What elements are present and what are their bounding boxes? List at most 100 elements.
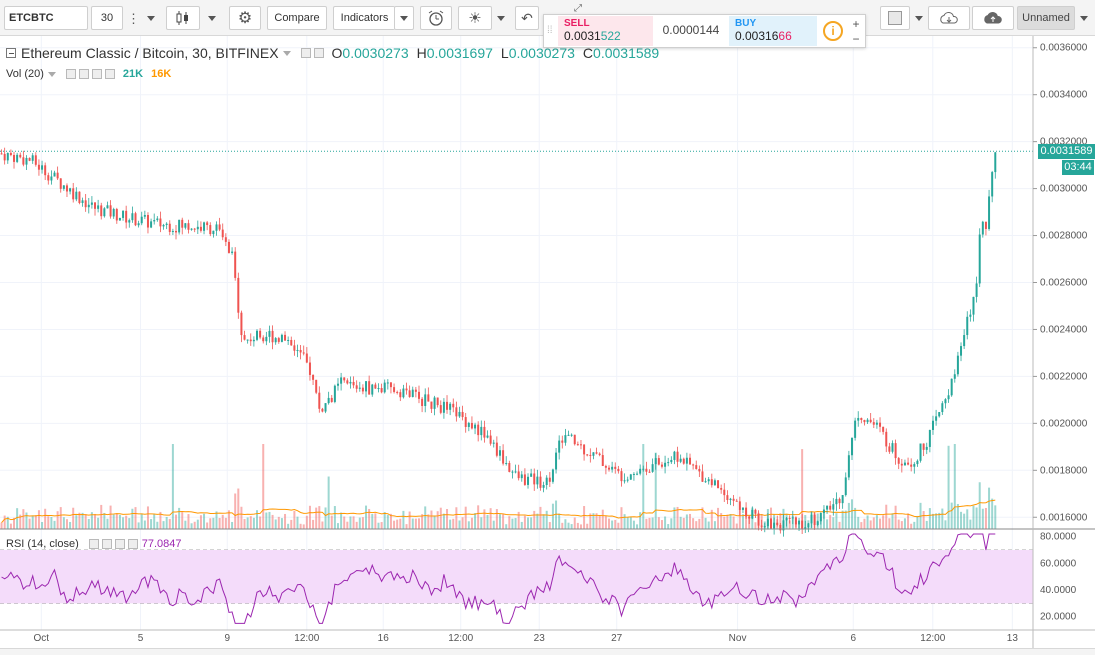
- chevron-down-icon[interactable]: [47, 71, 56, 77]
- volume-bar: [950, 502, 953, 529]
- volume-bar: [402, 510, 405, 529]
- time-tick-label: 12:00: [448, 633, 473, 644]
- collapse-icon[interactable]: [6, 48, 16, 58]
- candle-body: [368, 381, 371, 395]
- visibility-icon[interactable]: [88, 539, 99, 549]
- volume-bar: [657, 517, 660, 529]
- candle-body: [819, 512, 822, 522]
- add-icon[interactable]: [91, 69, 102, 79]
- color-swatch-dropdown[interactable]: [910, 6, 928, 30]
- candle-body: [31, 155, 34, 161]
- volume-bar: [826, 519, 829, 529]
- volume-bar: [495, 509, 498, 529]
- volume-bar: [679, 516, 682, 529]
- interval-selector[interactable]: 30: [91, 6, 123, 30]
- decrease-quantity-button[interactable]: −: [852, 32, 860, 46]
- candle-body: [579, 444, 582, 446]
- interval-dropdown-button[interactable]: [142, 6, 160, 30]
- indicators-button[interactable]: Indicators: [333, 6, 395, 30]
- candle-body: [984, 221, 987, 229]
- candle-body: [604, 466, 607, 468]
- candle-body: [78, 191, 81, 203]
- candle-body: [461, 411, 464, 418]
- volume-bar: [417, 518, 420, 529]
- drag-handle-icon[interactable]: ⁞⁞: [547, 25, 553, 36]
- chart-area[interactable]: 0.0036000 0.0034000 0.0032000 0.0030000 0.00…: [0, 36, 1095, 655]
- candle-body: [935, 416, 938, 421]
- candle-body: [586, 454, 589, 456]
- volume-bar: [704, 517, 707, 529]
- indicators-dropdown[interactable]: [394, 6, 414, 30]
- volume-bar: [508, 516, 511, 529]
- undo-button[interactable]: ↶: [515, 6, 539, 30]
- time-tick-label: Oct: [34, 633, 50, 644]
- settings-icon[interactable]: [313, 48, 324, 58]
- visibility-icon[interactable]: [65, 69, 76, 79]
- candle-body: [520, 474, 523, 479]
- save-layout-button[interactable]: [972, 6, 1014, 30]
- volume-bar: [726, 514, 729, 529]
- price-tick-label: 0.0034000: [1040, 90, 1088, 101]
- load-layout-button[interactable]: [928, 6, 970, 30]
- volume-bar: [321, 521, 324, 529]
- candle-body: [324, 403, 327, 412]
- volume-bar: [190, 523, 193, 529]
- close-icon[interactable]: [104, 69, 115, 79]
- volume-bar: [988, 487, 991, 529]
- chart-style-dropdown[interactable]: [202, 6, 222, 30]
- settings-icon[interactable]: [101, 539, 112, 549]
- add-icon[interactable]: [114, 539, 125, 549]
- candle-body: [181, 219, 184, 228]
- candle-body: [184, 223, 187, 228]
- chart-canvas[interactable]: 0.0036000 0.0034000 0.0032000 0.0030000 0.00…: [0, 36, 1095, 648]
- candle-body: [196, 226, 199, 230]
- alert-button[interactable]: [420, 6, 452, 30]
- volume-bar: [579, 524, 582, 529]
- chevron-down-icon[interactable]: [282, 50, 291, 56]
- volume-bar: [966, 509, 969, 529]
- volume-bar: [293, 510, 296, 529]
- volume-bar: [570, 524, 573, 529]
- candle-body: [788, 517, 791, 519]
- volume-bar: [822, 512, 825, 529]
- candle-body: [137, 223, 140, 226]
- volume-bar: [274, 519, 277, 529]
- volume-bar: [477, 505, 480, 529]
- sell-button[interactable]: SELL 0.0031522: [558, 16, 653, 46]
- volume-bar: [654, 452, 657, 529]
- rsi-tick-label: 60.0000: [1040, 558, 1077, 569]
- increase-quantity-button[interactable]: +: [852, 17, 860, 31]
- volume-bar: [707, 521, 710, 529]
- theme-button[interactable]: ☀: [458, 6, 492, 30]
- volume-bar: [897, 519, 900, 529]
- compare-button[interactable]: Compare: [267, 6, 327, 30]
- buy-button[interactable]: BUY 0.0031666: [729, 16, 817, 46]
- settings-icon[interactable]: [78, 69, 89, 79]
- visibility-icon[interactable]: [300, 48, 311, 58]
- layout-name-button[interactable]: Unnamed: [1017, 6, 1075, 30]
- color-swatch-button[interactable]: [880, 6, 910, 30]
- layout-dropdown[interactable]: [1076, 6, 1092, 30]
- price-tick-label: 0.0024000: [1040, 324, 1088, 335]
- square-icon: [888, 11, 902, 25]
- symbol-search-input[interactable]: ETCBTC: [4, 6, 88, 30]
- volume-bar: [907, 513, 910, 529]
- close-icon[interactable]: [127, 539, 138, 549]
- settings-button[interactable]: ⚙: [229, 6, 261, 30]
- candle-body: [966, 316, 969, 336]
- volume-bar: [598, 515, 601, 529]
- chart-style-button[interactable]: [166, 6, 200, 30]
- candle-body: [290, 340, 293, 346]
- theme-dropdown[interactable]: [492, 6, 510, 30]
- volume-bar: [545, 510, 548, 529]
- volume-bar: [50, 516, 53, 529]
- candle-body: [726, 495, 729, 501]
- volume-bar: [875, 515, 878, 529]
- candle-body: [234, 251, 237, 278]
- fullscreen-button[interactable]: ⤢: [566, 2, 590, 14]
- candle-body: [489, 435, 492, 444]
- info-icon[interactable]: i: [823, 21, 843, 41]
- interval-menu-button[interactable]: ⋮: [124, 6, 142, 30]
- volume-bar: [374, 513, 377, 529]
- volume-bar: [28, 518, 31, 529]
